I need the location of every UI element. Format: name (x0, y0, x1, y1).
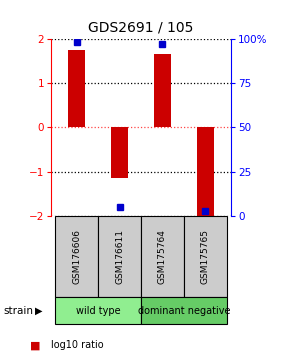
Text: dominant negative: dominant negative (138, 306, 230, 316)
Text: GSM175765: GSM175765 (201, 229, 210, 284)
Text: GSM176606: GSM176606 (72, 229, 81, 284)
Text: log10 ratio: log10 ratio (51, 340, 104, 350)
Bar (55, 297, 141, 324)
Bar (111, 127, 128, 178)
Title: GDS2691 / 105: GDS2691 / 105 (88, 21, 194, 35)
Bar (141, 297, 227, 324)
Bar (184, 216, 227, 297)
Text: ▶: ▶ (34, 306, 42, 316)
Bar (98, 216, 141, 297)
Bar (55, 216, 98, 297)
Bar (197, 127, 214, 216)
Bar (141, 216, 184, 297)
Bar (68, 50, 85, 127)
Bar (154, 55, 171, 127)
Text: strain: strain (3, 306, 33, 316)
Text: GSM175764: GSM175764 (158, 229, 167, 284)
Text: wild type: wild type (76, 306, 121, 316)
Text: GSM176611: GSM176611 (115, 229, 124, 284)
Text: ■: ■ (30, 340, 40, 350)
